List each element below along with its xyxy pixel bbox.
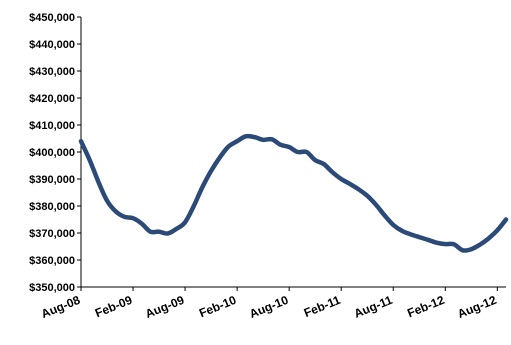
- x-tick-label: Feb-12: [405, 293, 446, 321]
- y-tick-label: $390,000: [29, 174, 75, 186]
- x-tick-label: Feb-11: [302, 293, 343, 320]
- x-tick-label: Aug-12: [455, 293, 498, 321]
- y-tick-label: $360,000: [29, 255, 75, 267]
- x-tick-label: Feb-09: [93, 293, 134, 321]
- x-tick-label: Aug-08: [39, 293, 82, 321]
- series-line: [78, 133, 509, 253]
- x-tick-label: Aug-10: [247, 293, 290, 321]
- y-tick-label: $430,000: [29, 66, 75, 78]
- y-tick-label: $350,000: [29, 282, 75, 294]
- y-tick-label: $440,000: [29, 39, 75, 51]
- x-tick-label: Aug-11: [352, 293, 395, 321]
- y-tick-label: $380,000: [29, 201, 75, 213]
- y-tick-label: $410,000: [29, 120, 75, 132]
- y-tick-label: $420,000: [29, 93, 75, 105]
- y-tick-label: $400,000: [29, 147, 75, 159]
- x-axis-ticks: Aug-08 Feb-09 Aug-09 Feb-10 Aug-10 Feb-11 Aug-…: [39, 287, 499, 321]
- y-tick-label: $450,000: [29, 12, 75, 24]
- x-tick-label: Aug-09: [143, 293, 186, 321]
- y-tick-label: $370,000: [29, 228, 75, 240]
- y-axis-ticks: $350,000 $360,000 $370,000 $380,000 $390,000…: [29, 12, 81, 294]
- x-tick-label: Feb-10: [197, 293, 238, 321]
- series-layer: [78, 133, 509, 253]
